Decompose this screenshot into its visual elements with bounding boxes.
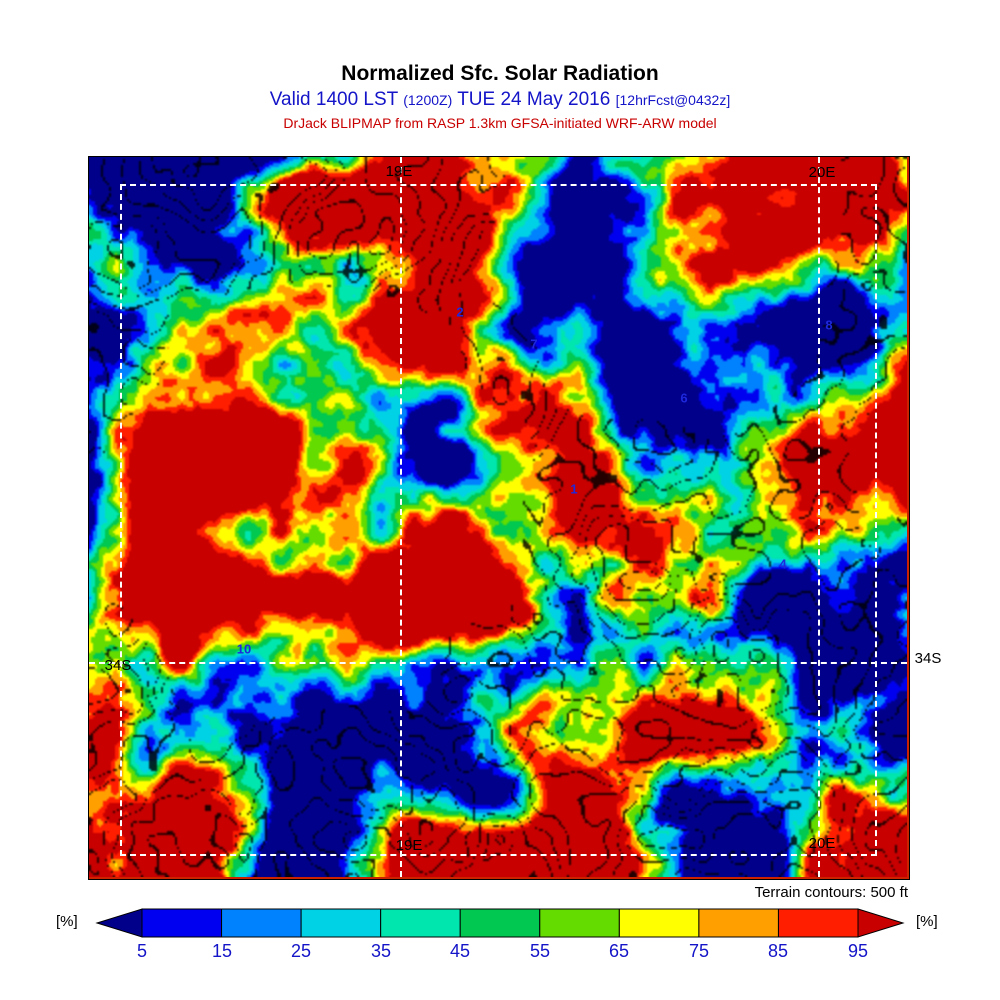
valid-date: TUE 24 May 2016 bbox=[457, 89, 611, 110]
radiation-heatmap-canvas bbox=[89, 157, 907, 877]
terrain-contours-note: Terrain contours: 500 ft bbox=[754, 884, 908, 901]
valid-zulu: (1200Z) bbox=[403, 92, 453, 108]
colorbar-tick: 35 bbox=[370, 941, 392, 961]
grid-label-34s-left: 34S bbox=[104, 657, 132, 674]
valid-prefix: Valid 1400 LST bbox=[269, 89, 398, 110]
colorbar-tick: 55 bbox=[529, 941, 551, 961]
forecast-tag: [12hrFcst@0432z] bbox=[615, 92, 731, 108]
grid-label-20e-top: 20E bbox=[808, 164, 836, 181]
site-label-1: 1 bbox=[570, 481, 578, 497]
grid-label-19e-bottom: 19E bbox=[395, 837, 423, 854]
colorbar-tick: 15 bbox=[211, 941, 233, 961]
colorbar-tick: 75 bbox=[688, 941, 710, 961]
page-title: Normalized Sfc. Solar Radiation bbox=[341, 62, 659, 85]
map-plot bbox=[88, 156, 910, 880]
valid-time-line: Valid 1400 LST (1200Z) TUE 24 May 2016 [… bbox=[0, 89, 1000, 111]
colorbar-tick: 85 bbox=[767, 941, 789, 961]
site-label-6: 6 bbox=[680, 390, 688, 406]
colorbar-unit-right: [%] bbox=[916, 913, 938, 930]
grid-label-19e-top: 19E bbox=[385, 163, 413, 180]
colorbar bbox=[95, 908, 905, 938]
site-label-2: 2 bbox=[456, 304, 464, 320]
site-label-4: 4 bbox=[779, 556, 787, 572]
colorbar-tick: 45 bbox=[449, 941, 471, 961]
colorbar-tick: 5 bbox=[136, 941, 148, 961]
colorbar-tick: 65 bbox=[608, 941, 630, 961]
grid-label-20e-bottom: 20E bbox=[808, 835, 836, 852]
site-label-7: 7 bbox=[530, 336, 538, 352]
model-line: DrJack BLIPMAP from RASP 1.3km GFSA-init… bbox=[283, 115, 717, 131]
colorbar-tick: 95 bbox=[847, 941, 869, 961]
site-label-8: 8 bbox=[825, 317, 833, 333]
colorbar-ticks: 5 15 25 35 45 55 65 75 85 95 bbox=[95, 941, 905, 963]
colorbar-tick: 25 bbox=[290, 941, 312, 961]
colorbar-unit-left: [%] bbox=[56, 913, 78, 930]
site-label-10: 10 bbox=[236, 641, 252, 657]
grid-label-34s-right: 34S bbox=[914, 650, 942, 667]
